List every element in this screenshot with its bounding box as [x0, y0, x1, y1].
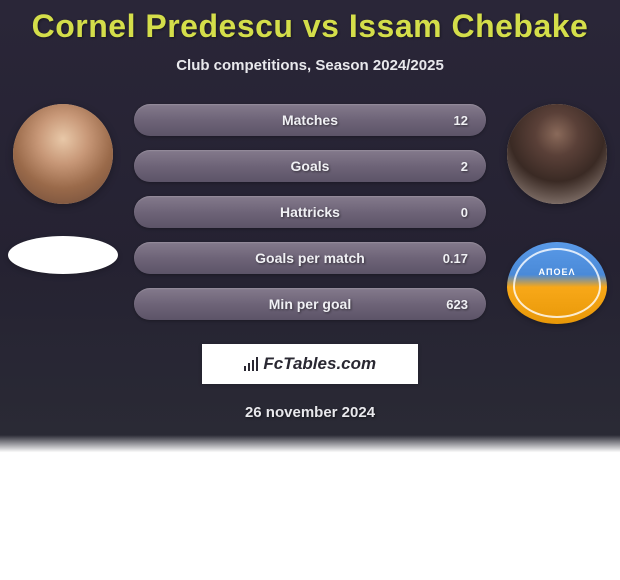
player-right-column: ΑΠΟΕΛ	[502, 104, 612, 324]
player-left-club-placeholder	[8, 236, 118, 274]
stat-row: Min per goal 623	[134, 288, 486, 320]
stat-label: Goals per match	[212, 250, 408, 266]
stat-label: Goals	[212, 158, 408, 174]
stats-list: Matches 12 Goals 2 Hattricks 0 Goals per…	[130, 104, 490, 320]
chart-bars-icon	[244, 357, 259, 371]
player-left-avatar	[13, 104, 113, 204]
stat-row: Goals 2	[134, 150, 486, 182]
page-title: Cornel Predescu vs Issam Chebake	[32, 8, 589, 45]
stat-label: Hattricks	[212, 204, 408, 220]
brand-logo: FcTables.com	[244, 354, 376, 374]
brand-text: FcTables.com	[263, 354, 376, 374]
player-right-avatar	[507, 104, 607, 204]
stat-right-value: 2	[408, 159, 468, 174]
stat-label: Min per goal	[212, 296, 408, 312]
subtitle: Club competitions, Season 2024/2025	[176, 57, 444, 74]
player-right-club-logo: ΑΠΟΕΛ	[507, 242, 607, 324]
brand-box: FcTables.com	[202, 344, 418, 384]
comparison-row: Matches 12 Goals 2 Hattricks 0 Goals per…	[0, 104, 620, 324]
player-left-column	[8, 104, 118, 274]
stat-right-value: 0.17	[408, 251, 468, 266]
stat-right-value: 12	[408, 113, 468, 128]
date-label: 26 november 2024	[245, 404, 375, 421]
stat-right-value: 0	[408, 205, 468, 220]
club-logo-text: ΑΠΟΕΛ	[538, 267, 575, 277]
stat-row: Hattricks 0	[134, 196, 486, 228]
stat-row: Matches 12	[134, 104, 486, 136]
stat-label: Matches	[212, 112, 408, 128]
stat-right-value: 623	[408, 297, 468, 312]
stat-row: Goals per match 0.17	[134, 242, 486, 274]
